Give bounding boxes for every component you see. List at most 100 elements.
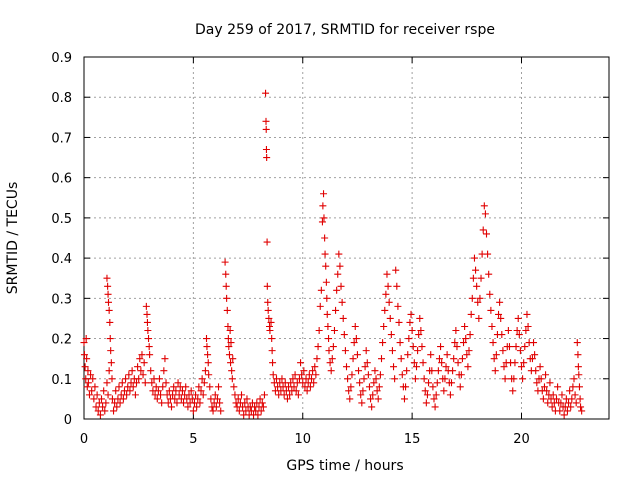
- data-point: [89, 375, 97, 383]
- data-point: [400, 395, 408, 403]
- data-point: [530, 339, 538, 347]
- data-point: [347, 383, 355, 391]
- data-point: [544, 399, 552, 407]
- data-point: [125, 371, 133, 379]
- data-point: [452, 327, 460, 335]
- data-point: [384, 282, 392, 290]
- data-point: [487, 306, 495, 314]
- data-point: [216, 399, 224, 407]
- data-point: [516, 347, 524, 355]
- data-point: [469, 274, 477, 282]
- data-point: [574, 363, 582, 371]
- data-point: [286, 391, 294, 399]
- data-point: [122, 375, 130, 383]
- data-point: [492, 351, 500, 359]
- data-point: [542, 371, 550, 379]
- data-point: [161, 355, 169, 363]
- data-point: [204, 351, 212, 359]
- data-point: [407, 310, 415, 318]
- data-point: [498, 331, 506, 339]
- y-tick-label: 0.1: [51, 373, 72, 388]
- data-point: [491, 367, 499, 375]
- data-point: [496, 298, 504, 306]
- data-point: [192, 391, 200, 399]
- data-point: [171, 395, 179, 403]
- data-point: [416, 314, 424, 322]
- data-point: [465, 347, 473, 355]
- data-point: [489, 339, 497, 347]
- data-point: [295, 375, 303, 383]
- data-point: [394, 302, 402, 310]
- data-point: [328, 355, 336, 363]
- data-point: [553, 395, 560, 403]
- data-point: [543, 387, 551, 395]
- y-axis-label: SRMTID / TECUs: [5, 182, 21, 295]
- data-point: [223, 306, 231, 314]
- data-point: [187, 387, 195, 395]
- data-point: [103, 379, 111, 387]
- data-point: [348, 371, 356, 379]
- data-point: [313, 355, 321, 363]
- data-point: [458, 355, 466, 363]
- data-point: [415, 331, 423, 339]
- data-point: [477, 274, 485, 282]
- data-point: [536, 363, 544, 371]
- data-point: [303, 387, 311, 395]
- data-point: [234, 395, 242, 403]
- data-point: [260, 391, 268, 399]
- data-point: [481, 210, 489, 218]
- data-point: [386, 314, 394, 322]
- data-point: [418, 343, 426, 351]
- data-point: [153, 395, 161, 403]
- data-point: [230, 383, 238, 391]
- data-point: [152, 383, 160, 391]
- data-point: [81, 363, 89, 371]
- data-point: [325, 347, 333, 355]
- data-point: [140, 359, 148, 367]
- data-point: [158, 399, 166, 407]
- data-point: [106, 335, 114, 343]
- data-point: [385, 298, 393, 306]
- data-point: [98, 395, 105, 403]
- data-point: [283, 395, 291, 403]
- data-point: [100, 387, 108, 395]
- data-point: [147, 367, 155, 375]
- data-point: [546, 379, 554, 387]
- data-point: [225, 343, 233, 351]
- data-point: [189, 407, 197, 415]
- data-point: [145, 343, 153, 351]
- data-point: [390, 363, 398, 371]
- chart-title: Day 259 of 2017, SRMTID for receiver rsp…: [195, 22, 495, 38]
- data-point: [105, 306, 113, 314]
- data-point: [511, 359, 519, 367]
- data-point: [90, 395, 98, 403]
- data-point: [323, 310, 331, 318]
- data-point: [359, 387, 367, 395]
- data-point: [577, 403, 585, 411]
- data-point: [480, 202, 488, 210]
- data-point: [575, 383, 583, 391]
- data-point: [532, 367, 540, 375]
- data-point: [160, 367, 168, 375]
- data-point: [520, 359, 528, 367]
- data-point: [392, 266, 400, 274]
- data-point: [108, 375, 116, 383]
- data-point: [91, 383, 99, 391]
- data-point: [207, 395, 215, 403]
- data-point: [300, 367, 308, 375]
- data-point: [243, 395, 251, 403]
- data-point: [262, 117, 270, 125]
- data-point: [428, 367, 436, 375]
- data-point: [411, 375, 419, 383]
- data-point: [531, 351, 539, 359]
- grid-lines: [84, 57, 609, 419]
- data-point: [119, 395, 127, 403]
- data-point: [378, 355, 385, 363]
- data-point: [201, 367, 209, 375]
- data-point: [396, 339, 404, 347]
- data-point: [133, 379, 140, 387]
- data-point: [269, 371, 277, 379]
- data-point: [104, 282, 112, 290]
- data-point: [229, 355, 237, 363]
- data-point: [204, 359, 212, 367]
